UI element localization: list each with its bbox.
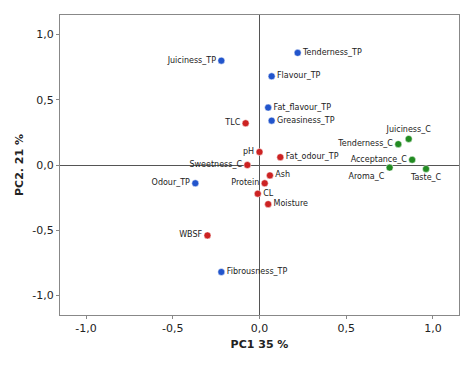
svg-text:1,0: 1,0 (36, 28, 54, 41)
svg-text:Greasiness_TP: Greasiness_TP (277, 116, 335, 125)
svg-text:Fat_odour_TP: Fat_odour_TP (286, 152, 339, 161)
svg-text:Sweetness_C: Sweetness_C (189, 160, 242, 169)
svg-text:Moisture: Moisture (274, 199, 309, 208)
svg-text:CL: CL (263, 189, 274, 198)
svg-text:1,0: 1,0 (424, 322, 442, 335)
svg-text:pH: pH (243, 147, 254, 156)
svg-text:-0,5: -0,5 (32, 224, 53, 237)
svg-text:Fibrousness_TP: Fibrousness_TP (227, 267, 288, 276)
svg-text:Juiciness_C: Juiciness_C (386, 125, 432, 134)
svg-text:Aroma_C: Aroma_C (348, 172, 384, 181)
svg-text:Juiciness_TP: Juiciness_TP (167, 56, 216, 65)
svg-text:-1,0: -1,0 (75, 322, 96, 335)
svg-text:Flavour_TP: Flavour_TP (277, 71, 321, 80)
svg-text:-1,0: -1,0 (32, 289, 53, 302)
svg-text:Odour_TP: Odour_TP (152, 178, 191, 187)
svg-text:-0,5: -0,5 (162, 322, 183, 335)
svg-text:Taste_C: Taste_C (410, 173, 442, 182)
svg-text:0,5: 0,5 (337, 322, 355, 335)
svg-text:Tenderness_C: Tenderness_C (337, 139, 393, 148)
svg-text:PC2. 21 %: PC2. 21 % (13, 134, 26, 196)
svg-text:WBSF: WBSF (179, 230, 202, 239)
svg-text:Ash: Ash (275, 170, 290, 179)
svg-text:0,0: 0,0 (36, 159, 54, 172)
svg-text:Tenderness_TP: Tenderness_TP (302, 48, 362, 57)
svg-text:Protein: Protein (231, 178, 259, 187)
svg-text:TLC: TLC (224, 118, 240, 127)
svg-text:0,0: 0,0 (251, 322, 269, 335)
svg-text:Acceptance_C: Acceptance_C (351, 155, 408, 164)
svg-text:PC1 35 %: PC1 35 % (231, 338, 289, 351)
svg-text:0,5: 0,5 (36, 94, 54, 107)
svg-text:Fat_flavour_TP: Fat_flavour_TP (274, 103, 332, 112)
